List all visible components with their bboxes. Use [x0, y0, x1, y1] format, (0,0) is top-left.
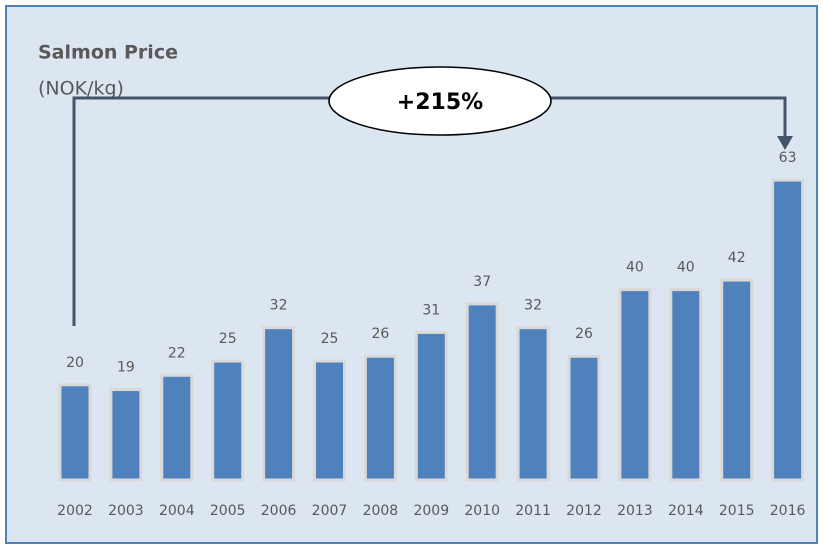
value-label: 20	[66, 355, 84, 371]
x-tick-label: 2011	[515, 503, 551, 519]
value-label: 25	[219, 331, 237, 347]
value-label: 63	[779, 150, 797, 166]
chart-title: Salmon Price	[38, 42, 178, 64]
bar	[567, 354, 601, 482]
bar	[363, 354, 397, 482]
value-label: 42	[728, 250, 746, 266]
value-label: 40	[626, 260, 644, 276]
value-label: 37	[473, 274, 491, 290]
x-tick-label: 2006	[261, 503, 297, 519]
bar	[262, 326, 296, 482]
x-tick-label: 2015	[719, 503, 755, 519]
x-tick-label: 2002	[57, 503, 93, 519]
x-tick-label: 2010	[464, 503, 500, 519]
annotation-arrow	[777, 136, 793, 150]
value-label: 26	[371, 326, 389, 342]
x-tick-label: 2009	[413, 503, 449, 519]
bar	[720, 278, 754, 482]
bar	[618, 288, 652, 482]
x-tick-label: 2013	[617, 503, 653, 519]
bar	[669, 288, 703, 482]
bar	[211, 359, 245, 482]
value-label: 26	[575, 326, 593, 342]
value-label: 40	[677, 260, 695, 276]
value-label: 19	[117, 360, 135, 376]
x-tick-label: 2007	[312, 503, 348, 519]
value-label: 32	[270, 298, 288, 314]
chart-subtitle: (NOK/kg)	[38, 78, 124, 100]
bar	[771, 178, 805, 482]
bar	[516, 326, 550, 482]
x-tick-label: 2016	[770, 503, 806, 519]
x-tick-label: 2014	[668, 503, 704, 519]
bar	[58, 383, 92, 482]
value-label: 32	[524, 298, 542, 314]
value-label: 25	[321, 331, 339, 347]
bar	[313, 359, 346, 482]
x-tick-label: 2008	[363, 503, 399, 519]
bar	[160, 373, 194, 482]
annotation-bubble	[328, 66, 552, 136]
x-tick-label: 2003	[108, 503, 144, 519]
x-tick-label: 2012	[566, 503, 602, 519]
value-label: 31	[422, 302, 440, 318]
bar	[414, 330, 448, 482]
value-label: 22	[168, 345, 186, 361]
annotation-text: +215%	[397, 90, 483, 115]
x-tick-label: 2005	[210, 503, 246, 519]
bar	[465, 302, 499, 482]
x-tick-label: 2004	[159, 503, 195, 519]
bar	[109, 388, 143, 482]
